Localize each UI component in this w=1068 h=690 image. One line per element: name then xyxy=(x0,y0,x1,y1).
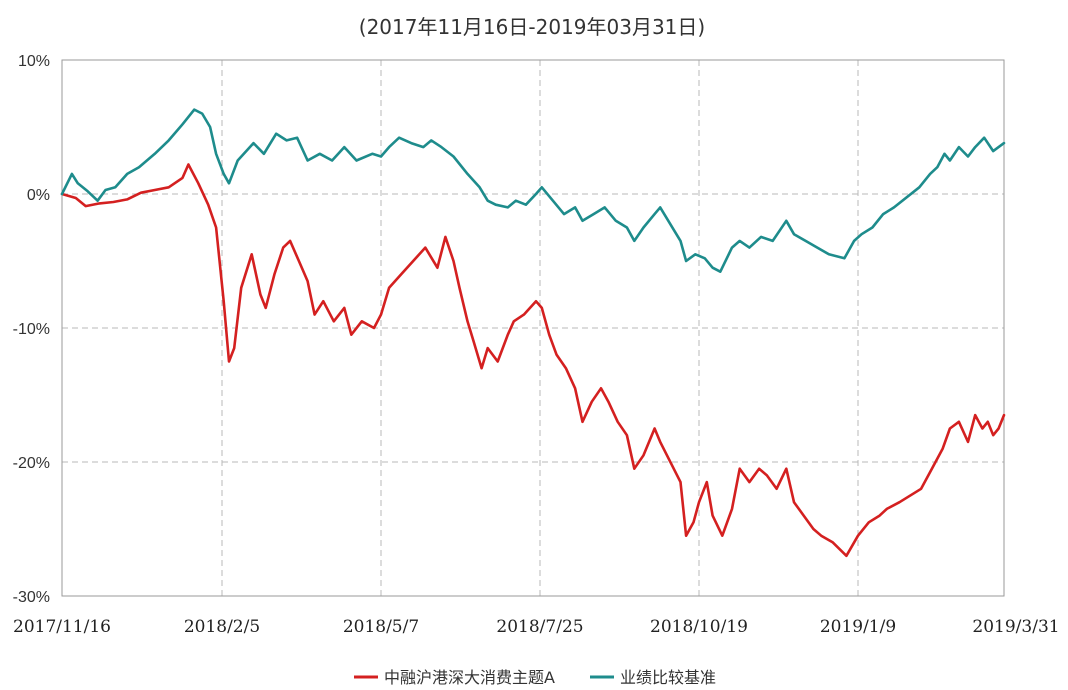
y-tick-label: 0% xyxy=(27,187,50,204)
y-tick-label: -30% xyxy=(13,589,50,606)
series-line-benchmark xyxy=(60,108,1006,274)
x-tick-label: 2018/5/7 xyxy=(343,617,419,637)
series-line-fund xyxy=(60,163,1006,558)
x-tick-label: 2019/3/31 xyxy=(972,617,1059,637)
x-tick-label: 2019/1/9 xyxy=(820,617,896,637)
series-lines xyxy=(60,108,1006,558)
x-tick-label: 2018/7/25 xyxy=(496,617,583,637)
x-tick-label: 2018/10/19 xyxy=(650,617,748,637)
x-axis-ticks: 2017/11/16 2018/2/5 2018/5/7 2018/7/25 2018/… xyxy=(13,617,1060,637)
x-tick-label: 2018/2/5 xyxy=(184,617,260,637)
y-axis-ticks: 10% 0% -10% -20% -30% xyxy=(13,53,50,606)
grid-lines xyxy=(62,60,1004,596)
chart-title: (2017年11月16日-2019年03月31日) xyxy=(359,15,705,39)
legend-label: 业绩比较基准 xyxy=(620,668,716,687)
legend-label: 中融沪港深大消费主题A xyxy=(384,668,555,687)
x-tick-label: 2017/11/16 xyxy=(13,617,111,637)
plot-frame xyxy=(61,59,1005,597)
y-tick-label: -20% xyxy=(13,455,50,472)
y-tick-label: -10% xyxy=(13,321,50,338)
legend: 中融沪港深大消费主题A 业绩比较基准 xyxy=(354,668,716,687)
y-tick-label: 10% xyxy=(18,53,50,70)
